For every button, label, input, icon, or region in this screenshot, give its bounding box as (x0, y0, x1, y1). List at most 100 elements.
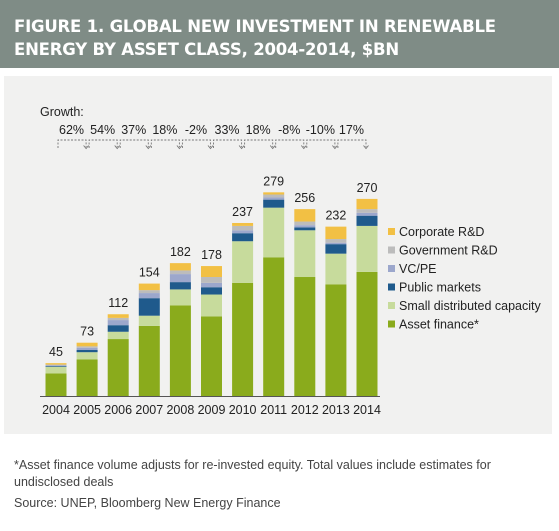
bar-segment (138, 283, 160, 291)
growth-value: 17% (339, 123, 364, 137)
bar-segment (294, 221, 316, 226)
bar-segment (232, 230, 254, 234)
bar-segment (294, 225, 316, 228)
x-tick-label: 2013 (322, 403, 350, 417)
bar-segment (356, 225, 378, 272)
growth-arrowhead (114, 145, 121, 150)
total-label: 256 (294, 191, 315, 205)
legend-swatch (388, 320, 395, 328)
bar-segment (263, 199, 285, 208)
bar-segment (138, 298, 160, 316)
growth-label: Growth: (40, 105, 84, 119)
legend-swatch (388, 302, 395, 309)
x-tick-label: 2008 (166, 403, 194, 417)
stacked-bar-chart: 45 2004 73 2005 112 2006 154 2007 182 2008 178 2009… (40, 105, 541, 417)
bar-segment (169, 263, 191, 271)
growth-connector (306, 139, 336, 148)
bar-segment (169, 270, 191, 275)
bar-segment (325, 284, 347, 396)
growth-arrowhead (363, 145, 369, 150)
total-label: 270 (357, 181, 378, 195)
growth-arrowhead (145, 145, 152, 150)
growth-value: 18% (246, 123, 271, 137)
bar-segment (294, 230, 316, 278)
bar-segment (201, 282, 222, 288)
bar-segment (263, 257, 285, 396)
bar-segment (356, 271, 378, 396)
bar-segment (107, 331, 129, 340)
bar-segment (76, 350, 98, 353)
bar-segment (201, 266, 222, 278)
legend-swatch (388, 246, 395, 254)
bar-segment (263, 194, 285, 198)
bar-segment (356, 215, 378, 226)
growth-connector (88, 139, 118, 148)
total-label: 73 (80, 325, 94, 339)
bar-segment (325, 253, 347, 285)
bar-segment (169, 282, 191, 290)
bar-segment (45, 365, 67, 367)
legend-label: Corporate R&D (399, 225, 484, 239)
growth-value: 37% (121, 123, 146, 137)
bar-segment (232, 233, 254, 242)
bar-segment (76, 352, 98, 360)
growth-value: -10% (306, 123, 335, 137)
bar-segment (294, 227, 316, 231)
bar-segment (169, 305, 191, 396)
growth-value: -8% (278, 123, 300, 137)
bar-segment (294, 277, 316, 396)
bar-segment (232, 225, 254, 231)
growth-arrowhead (238, 145, 245, 150)
x-tick-label: 2011 (260, 403, 287, 417)
bar-segment (201, 294, 222, 317)
legend-swatch (388, 265, 395, 272)
footnote: *Asset finance volume adjusts for re-inv… (14, 458, 491, 489)
bar-segment (76, 347, 98, 351)
bar-segment (107, 325, 129, 332)
bar-segment (45, 363, 67, 365)
bar-segment (232, 222, 254, 226)
bar-segment (107, 317, 129, 321)
bar-segment (138, 290, 160, 294)
bar-segment (356, 212, 378, 216)
bar-segment (169, 289, 191, 306)
growth-value: 62% (59, 123, 84, 137)
bar-segment (325, 226, 347, 240)
x-tick-label: 2007 (135, 403, 163, 417)
bar-segment (107, 320, 129, 326)
figure-title: FIGURE 1. GLOBAL NEW INVESTMENT IN RENEW… (14, 17, 496, 59)
total-label: 154 (139, 266, 160, 280)
bar-segment (45, 366, 67, 367)
legend-label: Government R&D (399, 244, 498, 258)
legend-label: VC/PE (399, 262, 437, 276)
x-tick-label: 2009 (198, 403, 226, 417)
bar-segment (263, 207, 285, 258)
legend-swatch (388, 228, 395, 235)
growth-value: 33% (215, 123, 240, 137)
chart-panel: 45 2004 73 2005 112 2006 154 2007 182 2008 178 2009… (4, 76, 552, 434)
total-label: 279 (263, 174, 284, 188)
bar-segment (76, 346, 98, 348)
growth-arrowhead (332, 145, 338, 150)
growth-arrowhead (83, 145, 89, 150)
bar-segment (138, 293, 160, 299)
bar-segment (76, 359, 98, 396)
bar-segment (201, 277, 222, 283)
bar-segment (325, 244, 347, 254)
growth-connector (275, 139, 305, 148)
total-label: 182 (170, 245, 191, 259)
x-tick-label: 2004 (42, 403, 70, 417)
bar-segment (107, 314, 129, 318)
source-note: Source: UNEP, Bloomberg New Energy Finan… (14, 496, 281, 510)
growth-connector (181, 139, 211, 148)
bar-segment (294, 209, 316, 222)
bar-segment (263, 192, 285, 195)
bar-segment (138, 315, 160, 326)
growth-connector (119, 139, 149, 148)
bar-segment (169, 274, 191, 283)
bar-segment (356, 198, 378, 210)
growth-arrowhead (176, 145, 183, 150)
total-label: 45 (49, 345, 63, 359)
growth-arrowhead (300, 145, 307, 150)
bar-segment (232, 282, 254, 396)
